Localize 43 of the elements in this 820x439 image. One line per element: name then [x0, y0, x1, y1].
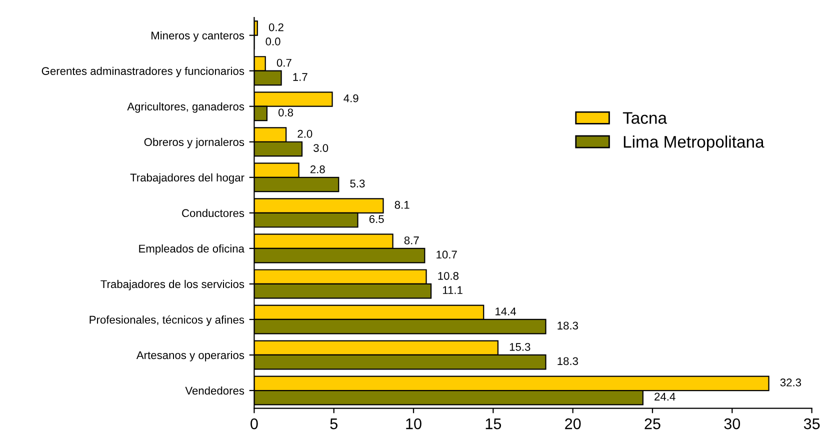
data-label: 14.4 — [496, 308, 516, 316]
y-tick-label: Profesionales, técnicos y afines — [90, 315, 244, 326]
x-tick-label: 5 — [330, 418, 338, 430]
data-label: 3.0 — [314, 144, 328, 152]
y-tick-label: Gerentes adminastradores y funcionarios — [42, 66, 244, 78]
y-tick-label: Vendedores — [185, 386, 244, 395]
x-tick-label: 10 — [406, 418, 422, 430]
data-label: 10.7 — [436, 250, 457, 259]
data-label: 6.5 — [369, 215, 384, 223]
y-tick-label: Trabajadores del hogar — [130, 173, 244, 184]
data-label: 32.3 — [780, 378, 802, 386]
data-label: 15.3 — [510, 343, 530, 351]
data-label: 11.1 — [442, 286, 462, 294]
x-tick-label: 15 — [486, 418, 502, 430]
data-label: 0.2 — [268, 23, 284, 32]
data-label: 2.8 — [310, 165, 325, 174]
x-tick-label: 0 — [250, 418, 258, 430]
data-label: 8.7 — [404, 236, 419, 244]
data-label: 18.3 — [558, 322, 578, 330]
data-label: 0.8 — [278, 108, 294, 116]
data-label: 10.8 — [438, 272, 459, 280]
data-label: 1.7 — [293, 73, 308, 81]
x-tick-label: 20 — [565, 418, 581, 430]
data-label: 24.4 — [654, 392, 676, 400]
y-tick-label: Mineros y canteros — [152, 31, 244, 42]
data-label: 18.3 — [558, 357, 578, 366]
legend-label: Lima Metropolitana — [624, 135, 764, 152]
y-tick-label: Artesanos y operarios — [136, 350, 244, 362]
y-tick-label: Empleados de oficina — [139, 244, 244, 255]
y-tick-label: Agricultores, ganaderos — [127, 102, 244, 113]
y-tick-label: Conductores — [182, 208, 244, 218]
x-tick-label: 30 — [724, 418, 740, 430]
data-label: 0.0 — [266, 38, 280, 46]
data-label: 0.7 — [276, 58, 292, 67]
x-tick-label: 35 — [804, 418, 820, 430]
y-tick-label: Obreros y jornaleros — [144, 138, 244, 148]
data-label: 4.9 — [344, 94, 358, 102]
data-label: 2.0 — [298, 130, 312, 138]
data-label: 5.3 — [350, 180, 365, 188]
x-tick-label: 25 — [644, 418, 660, 430]
legend-label: Tacna — [622, 112, 668, 124]
data-label: 8.1 — [394, 200, 410, 209]
y-tick-label: Trabajadores de los servicios — [100, 280, 244, 290]
